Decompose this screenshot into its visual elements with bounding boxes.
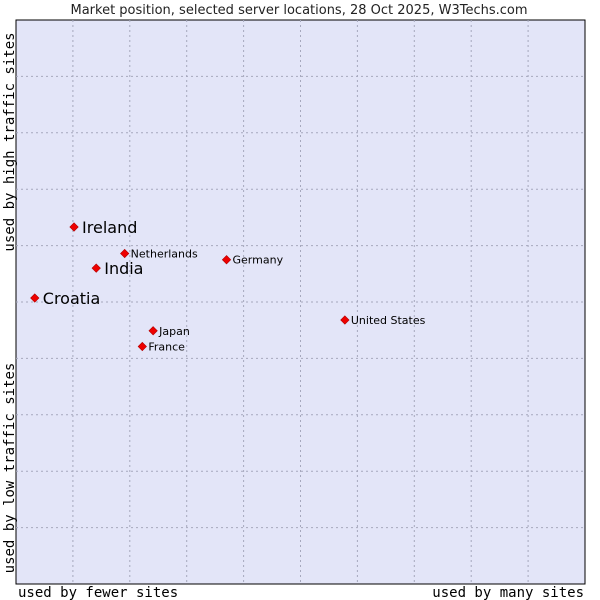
y-axis-low-label: used by low traffic sites (2, 363, 18, 574)
x-axis-low-label: used by fewer sites (18, 585, 178, 600)
x-axis-high-label: used by many sites (432, 585, 584, 600)
grid-lines (16, 20, 585, 584)
point-marker-france (137, 341, 147, 352)
point-label-croatia: Croatia (43, 289, 101, 308)
point-label-india: India (104, 259, 143, 278)
chart-title: Market position, selected server locatio… (70, 3, 527, 18)
point-label-japan: Japan (158, 325, 190, 338)
point-marker-croatia (30, 293, 40, 303)
point-label-united-states: United States (351, 314, 426, 327)
point-marker-netherlands (120, 248, 130, 259)
point-marker-ireland (69, 222, 79, 232)
point-label-france: France (148, 341, 185, 354)
point-marker-united-states (340, 315, 350, 325)
point-marker-india (91, 263, 101, 273)
point-marker-japan (148, 326, 158, 336)
point-label-ireland: Ireland (82, 218, 137, 237)
point-label-netherlands: Netherlands (131, 247, 198, 260)
y-axis-high-label: used by high traffic sites (2, 32, 18, 251)
point-label-germany: Germany (233, 254, 284, 267)
point-marker-germany (221, 255, 232, 265)
